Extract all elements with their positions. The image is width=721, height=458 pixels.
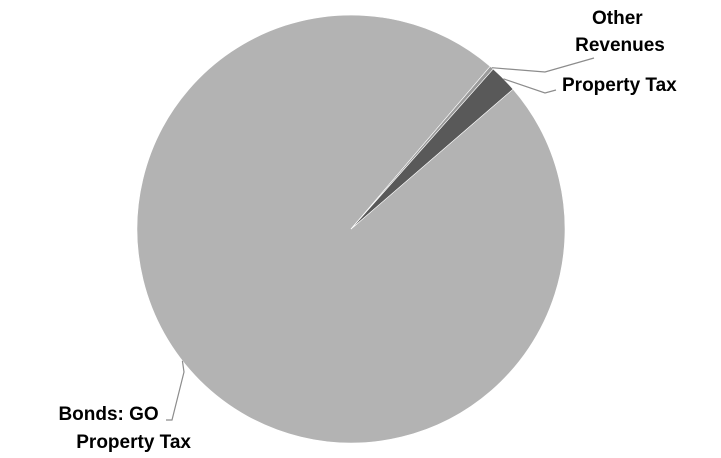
slice-label-property-tax: Property Tax xyxy=(562,75,677,96)
slice-label-bonds-go-property-tax: Bonds: GO Property Tax xyxy=(58,404,191,453)
leader-line-1 xyxy=(491,57,595,73)
slice-label-other-line-2: Revenues xyxy=(575,35,665,56)
leader-lines xyxy=(166,57,595,421)
leader-line-2 xyxy=(503,78,557,94)
pie-slices xyxy=(136,14,566,444)
slice-label-bonds-line-1: Bonds: GO xyxy=(58,404,158,425)
pie-slice-0 xyxy=(136,14,566,444)
slice-label-other-line-1: Other xyxy=(592,8,643,29)
leader-line-0 xyxy=(166,360,185,421)
slice-label-other-revenues: Other Revenues xyxy=(575,8,665,56)
slice-label-bonds-line-2: Property Tax xyxy=(76,432,191,453)
slice-label-property-tax-line-1: Property Tax xyxy=(562,75,677,96)
